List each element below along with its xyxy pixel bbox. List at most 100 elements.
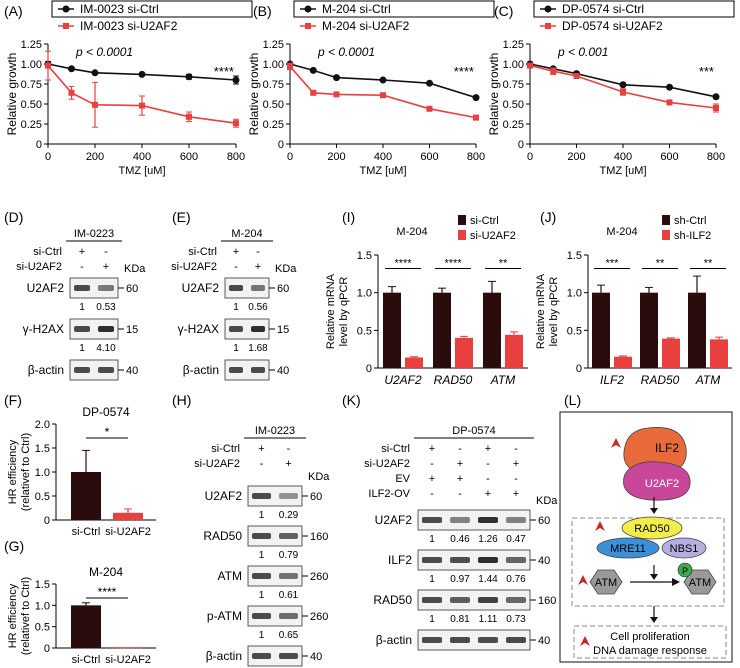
bar (688, 292, 706, 368)
condition-mark: + (258, 443, 264, 455)
y-axis-label: Relative mRNAlevel by qPCR (535, 273, 560, 349)
band-label: U2AF2 (27, 281, 65, 295)
legend-entry: DP-0574 si-U2AF2 (562, 19, 663, 33)
data-point (233, 120, 239, 127)
panel-label-h: (H) (172, 392, 191, 408)
protein-band (478, 597, 498, 603)
legend-swatch (662, 230, 670, 240)
band-quant: 0.47 (506, 534, 526, 545)
x-tick-label: ATM (490, 373, 515, 387)
bar (455, 337, 473, 368)
y-tick-label: 1.25 (263, 39, 284, 51)
band-label: γ-H2AX (23, 322, 64, 336)
bar (433, 292, 451, 368)
x-tick-label: RAD50 (434, 373, 473, 387)
y-tick-label: 0 (44, 515, 50, 527)
bar (113, 512, 143, 520)
band-quant: 0.97 (450, 574, 470, 585)
x-tick-label: 200 (567, 151, 585, 163)
x-tick-label: 400 (374, 151, 392, 163)
condition-mark: - (104, 246, 108, 258)
x-tick-label: 600 (180, 151, 198, 163)
band-quant: 1 (259, 510, 265, 521)
legend-marker (62, 5, 70, 13)
chart-title: M-204 (396, 226, 427, 238)
arrow-head-3 (650, 574, 658, 580)
bar (505, 334, 523, 368)
bar (483, 292, 501, 368)
legend-entry: sh-Ctrl (674, 215, 706, 227)
protein-band (252, 613, 271, 619)
significance-stars: *** (699, 64, 714, 79)
condition-mark: + (485, 443, 491, 455)
rad50-shape (621, 516, 683, 540)
y-axis-label-line2: (relativef to Ctrl) (20, 577, 32, 655)
x-axis-label: TMZ [uM] (359, 165, 406, 177)
legend-marker (304, 5, 312, 13)
data-point (333, 74, 340, 82)
y-tick-label: 0.75 (263, 79, 284, 91)
band-quant: 1 (429, 574, 435, 585)
x-tick-label: 800 (227, 151, 245, 163)
band-quant: 1.68 (248, 343, 268, 354)
panel-label-e: (E) (172, 209, 191, 225)
bar (113, 647, 143, 649)
protein-band (229, 326, 243, 332)
x-tick-label: ILF2 (600, 373, 624, 387)
condition-label: si-Ctrl (188, 246, 217, 258)
mw-marker: 15 (277, 324, 289, 336)
condition-mark: - (430, 458, 434, 470)
kda-label: KDa (124, 263, 146, 275)
significance-stars: *** (606, 258, 620, 270)
condition-mark: + (103, 261, 109, 273)
condition-label: si-Ctrl (33, 246, 62, 258)
y-tick-label: 0 (278, 139, 284, 151)
significance-stars: **** (394, 258, 412, 270)
protein-band (506, 557, 526, 563)
band-quant: 1 (79, 343, 85, 354)
band-quant: 0.65 (279, 630, 299, 641)
protein-band (74, 285, 90, 291)
y-axis-label: Relative growth (487, 53, 501, 136)
band-quant: 1 (429, 534, 435, 545)
data-point (473, 114, 479, 121)
legend-entry: M-204 si-U2AF2 (322, 19, 410, 33)
y-tick-label: 2.0 (35, 419, 50, 431)
panel-label-i: (I) (342, 209, 355, 225)
y-tick-label: 0.50 (263, 99, 284, 111)
y-tick-label: 0.25 (263, 119, 284, 131)
band-quant: 0.73 (506, 614, 526, 625)
protein-band (279, 653, 298, 659)
x-tick-label: ATM (695, 373, 720, 387)
y-tick-label: 1.25 (503, 39, 524, 51)
band-label: ATM (218, 569, 242, 583)
band-quant: 0.79 (279, 550, 299, 561)
y-tick-label: 0.75 (21, 79, 42, 91)
line-chart-b: 0 0.25 0.50 0.75 1.00 1.25 0 200 400 600 800 TMZ [u… (247, 0, 495, 177)
up-arrow-icon (611, 438, 621, 448)
y-axis-label-line1: HR efficiency (7, 583, 19, 648)
y-tick-label: 0.5 (35, 622, 50, 634)
x-tick-label: si-U2AF2 (105, 654, 151, 666)
band-quant: 0.76 (506, 574, 526, 585)
protein-band (279, 573, 298, 579)
condition-mark: - (260, 458, 264, 470)
panel-label-l: (L) (564, 392, 581, 408)
band-quant: 1 (233, 343, 239, 354)
band-quant: 0.46 (450, 534, 470, 545)
mw-marker: 40 (538, 635, 550, 647)
pathway-schematic: ILF2 U2AF2 RAD50 MRE11 NBS1 ATM ATM P Ce… (559, 411, 733, 663)
protein-band (279, 613, 298, 619)
y-tick-label: 1.5 (35, 579, 50, 591)
protein-band (252, 653, 271, 659)
y-axis-label-line1: Relative mRNA (535, 273, 547, 349)
data-point (68, 89, 75, 96)
bar (71, 605, 101, 648)
rad50-label: RAD50 (634, 523, 669, 535)
atm-active-label: ATM (689, 577, 711, 589)
condition-mark: - (234, 261, 238, 273)
legend-entry: M-204 si-Ctrl (322, 2, 391, 16)
p-value: p < 0.0001 (317, 45, 375, 59)
significance-stars: ** (499, 258, 508, 270)
legend-entry: si-Ctrl (470, 215, 499, 227)
